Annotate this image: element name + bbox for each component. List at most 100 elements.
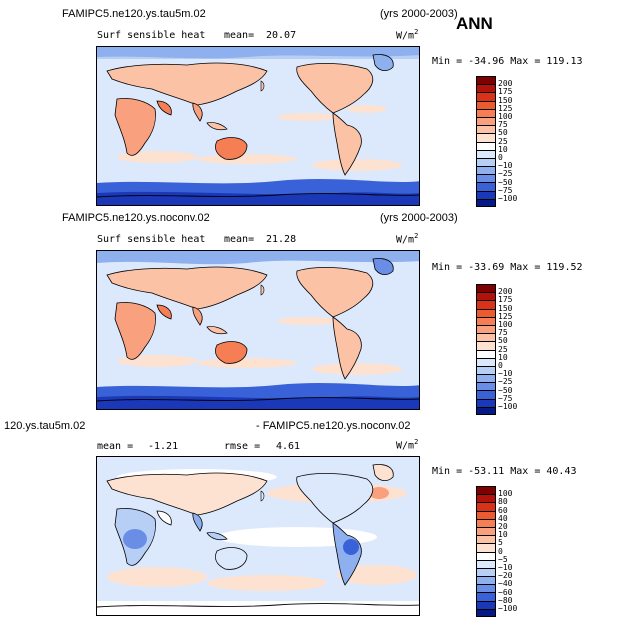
colorbar-swatch xyxy=(476,300,496,309)
colorbar-swatch xyxy=(476,166,496,175)
colorbar-label: 125 xyxy=(498,103,513,113)
colorbar-swatch xyxy=(476,510,496,519)
colorbar-label: 150 xyxy=(498,95,513,105)
colorbar-label: 150 xyxy=(498,303,513,313)
colorbar-swatch xyxy=(476,551,496,560)
panel1-mean-label: mean= xyxy=(224,30,255,41)
colorbar-swatch xyxy=(476,406,496,415)
colorbar-swatch xyxy=(476,592,496,601)
colorbar-swatch xyxy=(476,390,496,399)
panel2-mean-value: 21.28 xyxy=(266,234,297,245)
colorbar-swatch xyxy=(476,502,496,511)
colorbar-swatch xyxy=(476,324,496,334)
panel2-units: W/m2 xyxy=(396,232,419,246)
colorbar-label: −75 xyxy=(498,393,513,403)
panel3-case-right: - FAMIPC5.ne120.ys.noconv.02 xyxy=(256,420,411,432)
colorbar-label: −10 xyxy=(498,161,513,171)
colorbar-swatch xyxy=(476,365,496,375)
panel2-mean-label: mean= xyxy=(224,234,255,245)
colorbar-label: 175 xyxy=(498,87,513,97)
colorbar-swatch xyxy=(476,157,496,167)
colorbar-swatch xyxy=(476,198,496,207)
panel1-years: (yrs 2000-2003) xyxy=(380,8,458,20)
colorbar-swatch xyxy=(476,190,496,199)
colorbar-swatch xyxy=(476,600,496,609)
panel3-map xyxy=(96,456,420,616)
colorbar-swatch xyxy=(476,108,496,117)
colorbar-label: −100 xyxy=(498,194,518,203)
panel3-units: W/m2 xyxy=(396,438,419,452)
panel1-units: W/m2 xyxy=(396,28,419,42)
panel2-variable: Surf sensible heat xyxy=(97,234,206,245)
panel2-colorbar xyxy=(476,284,496,415)
colorbar-label: 60 xyxy=(498,505,508,515)
panel1-minmax: Min = -34.96 Max = 119.13 xyxy=(432,56,583,67)
colorbar-swatch xyxy=(476,149,496,158)
colorbar-swatch xyxy=(476,141,496,150)
colorbar-swatch xyxy=(476,333,496,342)
panel3-colorbar xyxy=(476,486,496,617)
panel3-rmse-value: 4.61 xyxy=(276,441,301,452)
colorbar-swatch xyxy=(476,76,496,85)
panel3-mean-label: mean = xyxy=(97,441,134,452)
colorbar-swatch xyxy=(476,398,496,407)
colorbar-swatch xyxy=(476,374,496,383)
panel1-colorbar xyxy=(476,76,496,207)
colorbar-label: 75 xyxy=(498,328,508,338)
colorbar-label: −100 xyxy=(498,402,518,411)
colorbar-swatch xyxy=(476,316,496,325)
colorbar-label: 100 xyxy=(498,320,513,329)
panel3-mean-value: -1.21 xyxy=(148,441,179,452)
colorbar-swatch xyxy=(476,526,496,536)
colorbar-label: −20 xyxy=(498,571,513,581)
colorbar-label: 10 xyxy=(498,530,508,540)
colorbar-swatch xyxy=(476,292,496,301)
colorbar-label: −5 xyxy=(498,554,508,564)
colorbar-label: 10 xyxy=(498,144,508,154)
colorbar-label: 200 xyxy=(498,287,513,297)
panel3-rmse-label: rmse = xyxy=(224,441,261,452)
colorbar-swatch xyxy=(476,494,496,503)
colorbar-label: 10 xyxy=(498,352,508,362)
colorbar-label: −50 xyxy=(498,177,513,187)
colorbar-label: −10 xyxy=(498,563,513,572)
panel3-minmax: Min = -53.11 Max = 40.43 xyxy=(432,466,577,477)
colorbar-label: 75 xyxy=(498,120,508,130)
colorbar-label: 40 xyxy=(498,513,508,523)
colorbar-label: 100 xyxy=(498,112,513,121)
colorbar-label: 175 xyxy=(498,295,513,305)
colorbar-label: 25 xyxy=(498,136,508,146)
colorbar-swatch xyxy=(476,133,496,142)
colorbar-label: 50 xyxy=(498,128,508,138)
colorbar-swatch xyxy=(476,382,496,391)
colorbar-label: −60 xyxy=(498,587,513,597)
panel1-variable: Surf sensible heat xyxy=(97,30,206,41)
colorbar-swatch xyxy=(476,608,496,617)
colorbar-swatch xyxy=(476,584,496,593)
season-label: ANN xyxy=(456,14,493,33)
colorbar-swatch xyxy=(476,349,496,358)
panel1-map xyxy=(96,46,420,206)
colorbar-swatch xyxy=(476,125,496,134)
colorbar-label: 25 xyxy=(498,344,508,354)
colorbar-label: 5 xyxy=(498,538,503,548)
colorbar-swatch xyxy=(476,284,496,293)
colorbar-swatch xyxy=(476,92,496,101)
colorbar-label: −10 xyxy=(498,369,513,379)
colorbar-label: 50 xyxy=(498,336,508,346)
colorbar-label: −75 xyxy=(498,185,513,195)
colorbar-swatch xyxy=(476,182,496,191)
colorbar-label: 20 xyxy=(498,522,508,531)
colorbar-label: 200 xyxy=(498,79,513,89)
colorbar-swatch xyxy=(476,567,496,577)
colorbar-label: 80 xyxy=(498,497,508,507)
colorbar-swatch xyxy=(476,535,496,544)
colorbar-swatch xyxy=(476,543,496,552)
colorbar-swatch xyxy=(476,341,496,350)
colorbar-swatch xyxy=(476,357,496,366)
panel2-case-name: FAMIPC5.ne120.ys.noconv.02 xyxy=(62,212,210,224)
colorbar-label: −25 xyxy=(498,377,513,387)
colorbar-label: −100 xyxy=(498,604,518,613)
panel1-case-name: FAMIPC5.ne120.ys.tau5m.02 xyxy=(62,8,206,20)
colorbar-label: 100 xyxy=(498,489,513,499)
